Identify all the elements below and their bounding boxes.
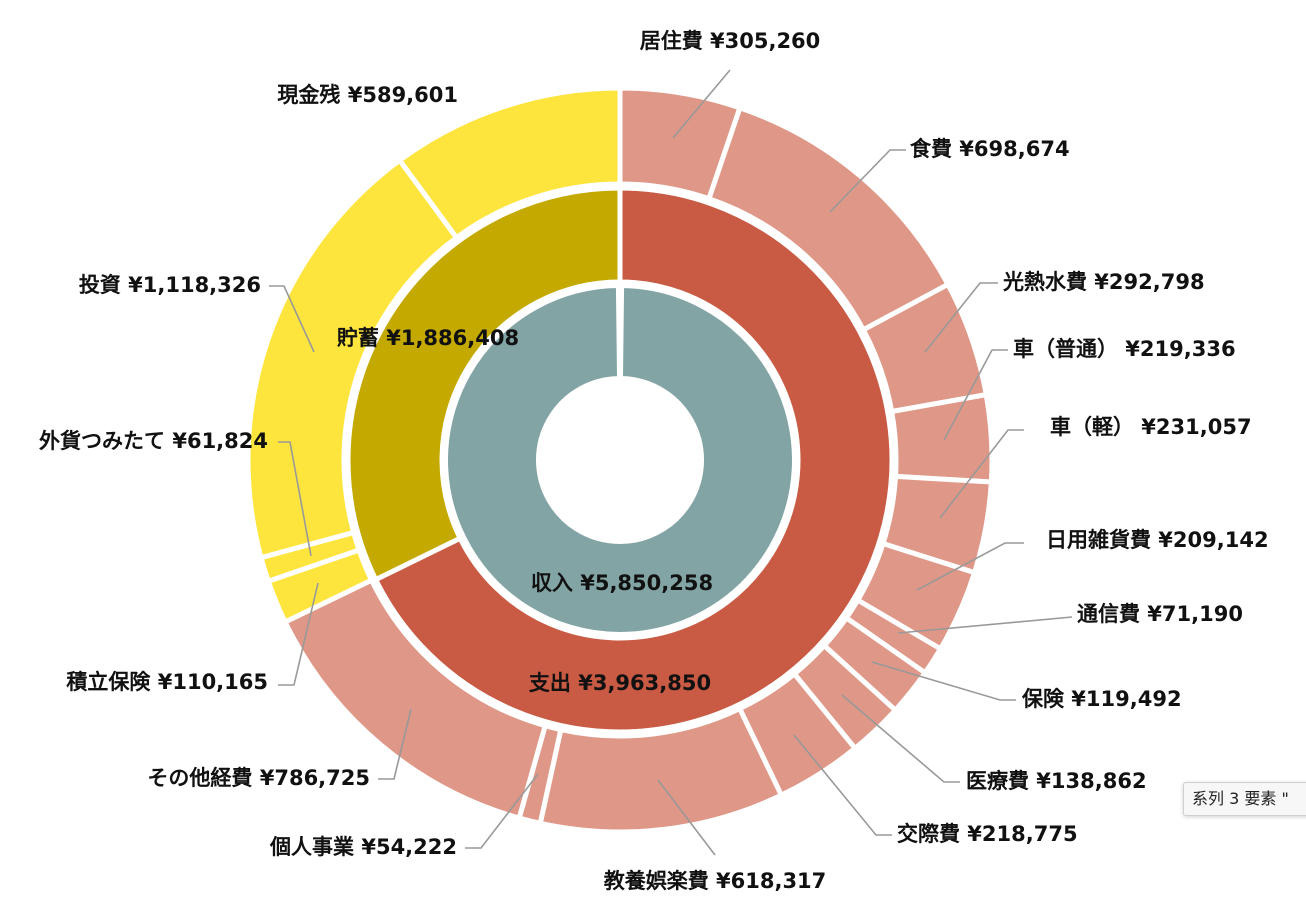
income-slice [444, 283, 796, 636]
group-slice-expense [372, 185, 895, 735]
leader-line [841, 694, 960, 783]
group-label: 支出 ¥3,963,850 [529, 671, 711, 695]
item-label: 積立保険 ¥110,165 [66, 670, 268, 694]
item-label: 居住費 ¥305,260 [640, 29, 821, 53]
item-slice-16 [396, 85, 623, 242]
item-label: 光熱水費 ¥292,798 [1002, 270, 1205, 294]
income-ring [444, 283, 796, 636]
leader-line [829, 149, 906, 213]
income-label: 収入 ¥5,850,258 [531, 571, 713, 595]
leader-line [897, 616, 1073, 634]
item-label: 交際費 ¥218,775 [897, 822, 1078, 846]
item-label: 日用雑貨費 ¥209,142 [1046, 528, 1269, 552]
group-slice-savings [345, 185, 623, 583]
item-label: 教養娯楽費 ¥618,317 [604, 869, 827, 893]
tooltip: 系列 3 要素 " [1183, 782, 1306, 816]
leader-line [916, 542, 1024, 591]
item-label: 現金残 ¥589,601 [277, 83, 458, 107]
item-label: 車（普通） ¥219,336 [1013, 337, 1236, 361]
leader-line [793, 734, 892, 836]
data-labels: 居住費 ¥305,260 食費 ¥698,674 光熱水費 ¥292,798 車（普通… [39, 29, 1269, 893]
leader-line [939, 429, 1024, 519]
leader-line [378, 708, 412, 780]
leader-line [278, 582, 319, 686]
leader-line [465, 773, 539, 849]
leader-line [657, 779, 716, 856]
item-ring [245, 85, 995, 835]
item-label: その他経費 ¥786,725 [147, 766, 370, 790]
leader-lines [269, 69, 1073, 856]
item-label: 医療費 ¥138,862 [966, 769, 1147, 793]
leader-line [269, 285, 315, 353]
item-label: 投資 ¥1,118,326 [79, 273, 261, 297]
item-label: 外貨つみたて ¥61,824 [39, 429, 268, 453]
item-label: 食費 ¥698,674 [910, 137, 1070, 161]
leader-line [924, 282, 998, 353]
group-label: 貯蓄 ¥1,886,408 [337, 326, 519, 350]
leader-line [943, 349, 1008, 441]
item-label: 個人事業 ¥54,222 [269, 835, 457, 859]
item-label: 車（軽） ¥231,057 [1050, 415, 1252, 439]
leader-line [278, 441, 312, 557]
leader-line [871, 661, 1016, 701]
leader-line [672, 69, 731, 139]
group-ring [345, 185, 895, 735]
item-label: 通信費 ¥71,190 [1077, 602, 1243, 626]
item-label: 保険 ¥119,492 [1021, 687, 1182, 711]
